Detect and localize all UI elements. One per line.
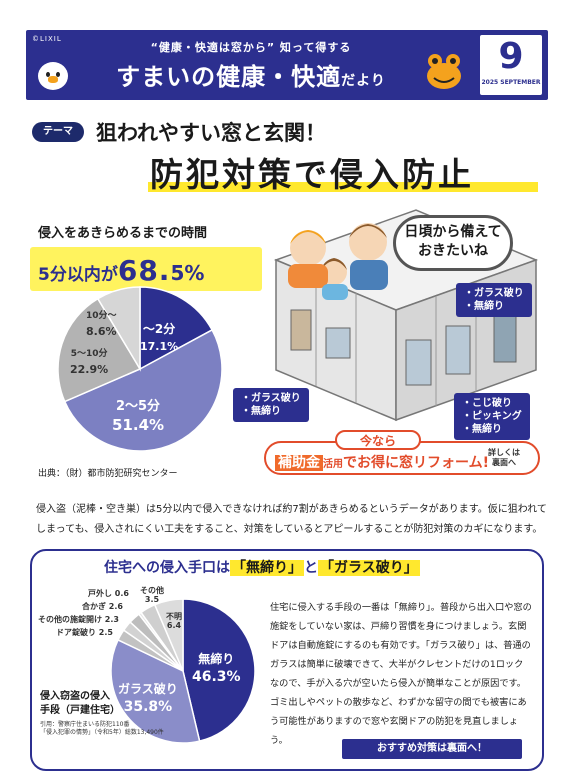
issue-box: 9 2025 SEPTEMBER	[480, 35, 542, 95]
pie2-label-key: 合かぎ 2.6	[82, 602, 123, 611]
panel-title: 住宅への侵入手口は 「無締り」と「ガラス破り」	[104, 557, 420, 577]
header-title-main: すまいの健康・快適	[116, 63, 342, 91]
bird-mascot-icon	[38, 62, 68, 90]
pie-slice-3	[96, 286, 141, 372]
callout-door-item-1: ・こじ破り	[462, 398, 512, 409]
pie2-cite-2: 「侵入犯罪の情勢」（令和5年）総数13,490件	[40, 729, 164, 736]
header-title-suffix: だより	[341, 73, 386, 89]
pie2-label-glass-value: 35.8%	[123, 699, 173, 715]
subsidy-details-link[interactable]: 詳しくは 裏面へ	[488, 448, 520, 468]
pie-slice-7	[153, 598, 184, 672]
panel-title-keyword-2: 「ガラス破り」	[318, 560, 420, 576]
callout-upper-item-1: ・ガラス破り	[464, 288, 524, 299]
pie2-label-other-lock: その他の施錠開け 2.3	[38, 615, 119, 624]
pie2-label-remove: 戸外し 0.6	[88, 589, 129, 598]
pie2-caption-2: 手段（戸建住宅）	[40, 705, 120, 716]
speech-line-1: 日頃から備えて	[404, 224, 502, 240]
pie1-label-2to5-value: 51.4%	[112, 416, 165, 434]
issue-number: 9	[498, 36, 524, 77]
issue-date: 2025 SEPTEMBER	[481, 79, 541, 86]
header-title: すまいの健康・快適だより	[26, 57, 476, 92]
speech-line-2: おきたいね	[418, 243, 488, 259]
brand-logo: ©LIXIL	[32, 35, 62, 43]
pie1-label-under2-value: 17.1%	[140, 340, 179, 353]
pie-slice-1	[110, 638, 201, 744]
pie2-label-unknown: 不明 6.4	[166, 612, 182, 630]
headline-highlight	[148, 182, 538, 192]
pie1-label-5to10-name: 5〜10分	[70, 349, 108, 359]
pie-slice-1	[63, 328, 223, 452]
callout-upper-window: ・ガラス破り ・無締り	[456, 283, 532, 317]
pie1-label-over10-value: 8.6%	[86, 325, 117, 338]
header-subtitle: “健康・快適は窓から” 知って得する	[150, 41, 352, 54]
pie2-label-unlocked: 無締り 46.3%	[192, 650, 241, 686]
intrusion-method-pie-chart	[110, 598, 256, 744]
stat-highlight-box	[30, 247, 262, 291]
subsidy-rest: でお得に窓リフォーム!	[343, 455, 489, 471]
recommend-back-page-button[interactable]: おすすめ対策は裏面へ！	[342, 739, 522, 759]
pie2-label-unlocked-name: 無締り	[198, 652, 235, 666]
pie1-label-5to10: 5〜10分 22.9%	[70, 346, 108, 378]
subsidy-small: 活用	[323, 459, 343, 470]
callout-front-door: ・こじ破り ・ピッキング ・無締り	[454, 393, 530, 440]
pie1-label-over10: 10分〜 8.6%	[86, 308, 117, 340]
panel-title-mid: と	[304, 560, 318, 576]
pie1-label-5to10-value: 22.9%	[70, 363, 109, 376]
subsidy-now-tag: 今なら	[335, 430, 421, 450]
pie2-label-glass: ガラス破り 35.8%	[118, 680, 178, 716]
pie2-label-unknown-value: 6.4	[166, 621, 182, 630]
subsidy-more-2: 裏面へ	[492, 458, 516, 467]
pie2-label-door: ドア錠破り 2.5	[56, 628, 113, 637]
subsidy-text: 補助金 活用でお得に窓リフォーム!	[275, 452, 489, 472]
pie2-label-other-value: 3.5	[144, 595, 160, 604]
speech-bubble: 日頃から備えて おきたいね	[393, 215, 513, 271]
callout-door-item-2: ・ピッキング	[462, 411, 522, 422]
stat-prefix: 5分以内が	[38, 265, 118, 285]
theme-tag: テーマ	[32, 122, 84, 142]
panel-title-keyword-1: 「無締り」	[230, 560, 304, 576]
pie1-label-under2: 〜2分 17.1%	[140, 320, 178, 356]
pie1-label-under2-name: 〜2分	[142, 322, 176, 336]
stat-value: 5分以内が68.5%	[38, 254, 204, 287]
intro-paragraph: 侵入盗（泥棒・空き巣）は5分以内で侵入できなければ約7割があきらめるというデータ…	[36, 504, 547, 535]
pie1-label-over10-name: 10分〜	[86, 311, 117, 321]
theme-headline: 防犯対策で侵入防止	[150, 155, 474, 194]
pie2-label-unlocked-value: 46.3%	[192, 669, 241, 685]
pie2-label-other-name: その他	[140, 586, 164, 595]
pie-slice-0	[182, 598, 256, 742]
newsletter-header: ©LIXIL “健康・快適は窓から” 知って得する すまいの健康・快適だより 9…	[26, 30, 548, 100]
panel-title-pre: 住宅への侵入手口は	[104, 560, 230, 576]
panel-body-text: 住宅に侵入する手段の一番は「無締り」。普段から出入口や窓の施錠をしていない家は、…	[270, 602, 532, 746]
pie2-caption-1: 侵入窃盗の侵入	[40, 691, 110, 702]
pie2-label-glass-name: ガラス破り	[118, 682, 178, 696]
callout-lower-item-2: ・無締り	[241, 406, 281, 417]
subsidy-keyword: 補助金	[275, 455, 323, 471]
callout-door-item-3: ・無締り	[462, 424, 502, 435]
pie2-cite-1: 引用：警察庁住まいる防犯110番	[40, 721, 130, 728]
pie2-citation: 引用：警察庁住まいる防犯110番 「侵入犯罪の情勢」（令和5年）総数13,490…	[40, 721, 164, 737]
pie-slice-2	[57, 297, 142, 403]
chart-source: 出典：（財）都市防犯研究センター	[38, 469, 178, 479]
pie-slice-0	[139, 286, 214, 371]
stat-number-tail: 5%	[170, 261, 205, 285]
pie2-label-unknown-name: 不明	[166, 612, 182, 621]
stat-big-number: 68.	[117, 254, 171, 287]
subsidy-more-1: 詳しくは	[488, 448, 520, 457]
callout-upper-item-2: ・無締り	[464, 301, 504, 312]
give-up-time-pie-chart	[57, 286, 223, 452]
theme-heading: 狙われやすい窓と玄関！	[96, 121, 326, 145]
stat-label: 侵入をあきらめるまでの時間	[38, 226, 208, 241]
pie2-label-other: その他 3.5	[140, 586, 164, 604]
pie2-caption: 侵入窃盗の侵入 手段（戸建住宅）	[40, 690, 120, 718]
pie1-label-2to5: 2〜5分 51.4%	[112, 398, 164, 434]
frog-mascot-icon	[427, 54, 461, 89]
callout-lower-window: ・ガラス破り ・無締り	[233, 388, 309, 422]
callout-lower-item-1: ・ガラス破り	[241, 393, 301, 404]
pie1-label-2to5-name: 2〜5分	[115, 399, 161, 414]
